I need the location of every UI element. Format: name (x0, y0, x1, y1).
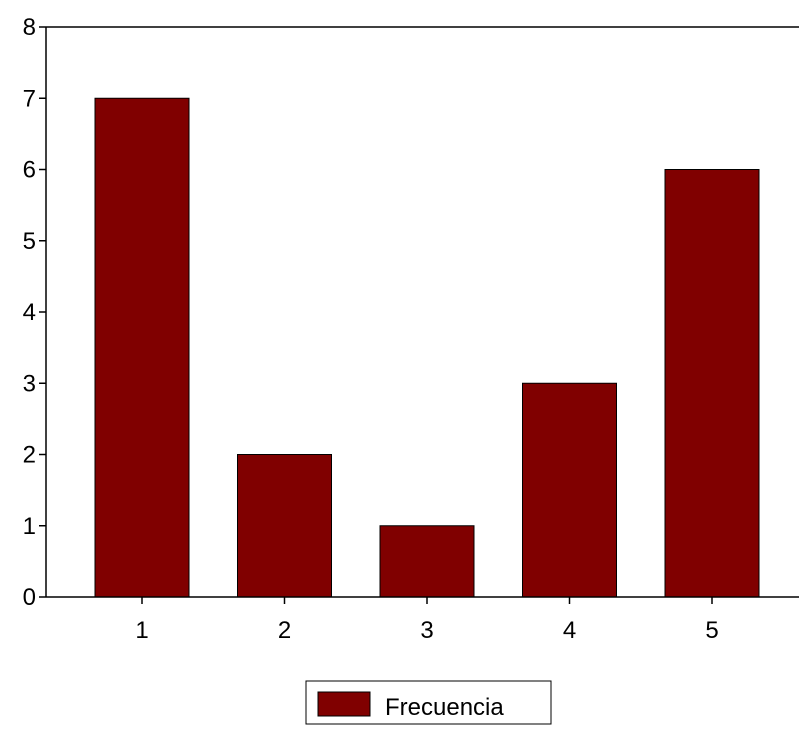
x-tick-label-4: 4 (563, 617, 576, 644)
y-tick-label-4: 4 (23, 299, 36, 326)
y-tick-label-0: 0 (23, 584, 36, 611)
bars-layer (94, 97, 760, 598)
bar-5 (664, 169, 760, 598)
legend: Frecuencia (305, 680, 552, 725)
x-tick-label-2: 2 (278, 617, 291, 644)
y-tick-label-5: 5 (23, 228, 36, 255)
bar-2 (237, 454, 332, 598)
y-tick-label-6: 6 (23, 157, 36, 184)
bar-1 (94, 97, 190, 598)
x-tick-label-1: 1 (135, 617, 148, 644)
y-tick-label-1: 1 (23, 513, 36, 540)
y-tick-label-7: 7 (23, 85, 36, 112)
bar-3 (379, 525, 475, 598)
x-tick-label-3: 3 (420, 617, 433, 644)
y-tick-label-3: 3 (23, 370, 36, 397)
legend-swatch (317, 691, 371, 717)
bar-4 (522, 382, 617, 598)
y-tick-label-2: 2 (23, 442, 36, 469)
x-tick-label-5: 5 (705, 617, 718, 644)
legend-label: Frecuencia (385, 694, 504, 721)
axes-layer: 0 1 2 3 4 5 6 7 8 1 2 3 4 5 (23, 14, 799, 644)
y-tick-label-8: 8 (23, 14, 36, 41)
